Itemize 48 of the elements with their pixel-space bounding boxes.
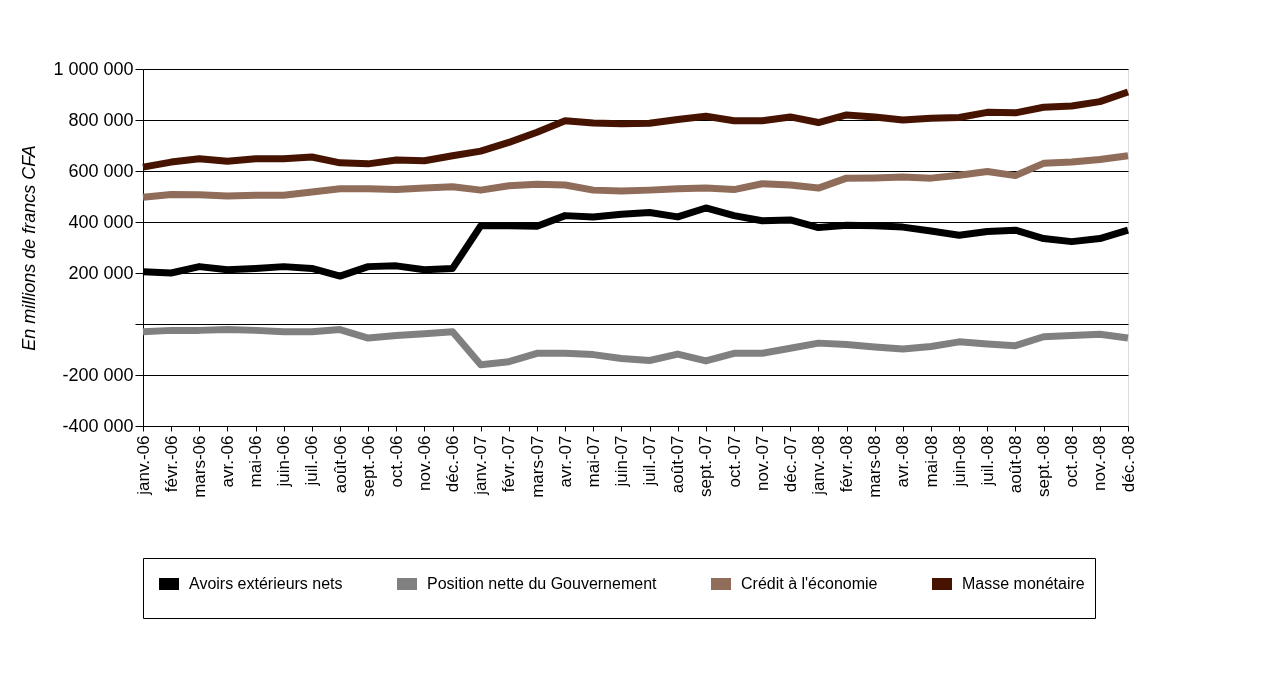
x-tick-label: nov.-06 <box>414 435 434 491</box>
x-tick-label: janv.-08 <box>808 435 828 496</box>
x-tick-label: avr.-06 <box>217 435 237 488</box>
x-tick-label: août-07 <box>668 435 688 494</box>
x-tick-label: mai-08 <box>921 435 941 488</box>
x-tick-label: avr.-07 <box>555 435 575 488</box>
y-tick-label: 200 000 <box>68 262 134 283</box>
legend-label: Masse monétaire <box>962 575 1085 592</box>
x-tick-label: nov.-07 <box>752 435 772 491</box>
x-tick-label: oct.-08 <box>1062 435 1082 488</box>
x-tick-label: sept.-07 <box>696 435 716 497</box>
x-tick-label: janv.-06 <box>133 435 153 496</box>
x-tick-label: juil.-06 <box>302 435 322 487</box>
x-tick-label: nov.-08 <box>1090 435 1110 491</box>
x-tick-label: avr.-08 <box>893 435 913 488</box>
y-tick-label: -200 000 <box>62 364 134 385</box>
x-tick-label: sept.-06 <box>358 435 378 497</box>
x-tick-label: oct.-07 <box>724 435 744 488</box>
x-tick-label: déc.-08 <box>1118 435 1138 493</box>
x-tick-label: juil.-08 <box>977 435 997 487</box>
legend-label: Avoirs extérieurs nets <box>189 575 343 592</box>
x-tick-label: juil.-07 <box>640 435 660 487</box>
x-tick-label: juin-08 <box>949 435 969 488</box>
legend-label: Position nette du Gouvernement <box>427 575 658 592</box>
x-tick-label: oct.-06 <box>386 435 406 488</box>
x-tick-label: août-08 <box>1005 435 1025 494</box>
x-tick-label: mai-06 <box>246 435 266 488</box>
y-tick-label: 1 000 000 <box>53 58 134 79</box>
x-tick-label: mai-07 <box>583 435 603 488</box>
y-tick-label: 400 000 <box>68 211 134 232</box>
x-tick-label: févr.-06 <box>161 435 181 493</box>
x-tick-label: déc.-07 <box>780 435 800 493</box>
legend-label: Crédit à l'économie <box>741 575 878 592</box>
x-tick-label: sept.-08 <box>1034 435 1054 497</box>
x-tick-label: janv.-07 <box>471 435 491 496</box>
y-tick-label: 600 000 <box>68 160 134 181</box>
y-axis-title: En millions de francs CFA <box>19 145 40 351</box>
x-tick-label: juin-07 <box>611 435 631 488</box>
x-tick-label: mars-08 <box>865 435 885 498</box>
x-tick-label: févr.-08 <box>837 435 857 493</box>
x-tick-label: août-06 <box>330 435 350 494</box>
x-tick-label: juin-06 <box>274 435 294 488</box>
x-tick-label: mars-06 <box>189 435 209 498</box>
y-tick-label: -400 000 <box>62 415 134 436</box>
y-tick-label: 800 000 <box>68 109 134 130</box>
x-tick-label: déc.-06 <box>443 435 463 493</box>
x-tick-label: mars-07 <box>527 435 547 498</box>
x-tick-label: févr.-07 <box>499 435 519 493</box>
